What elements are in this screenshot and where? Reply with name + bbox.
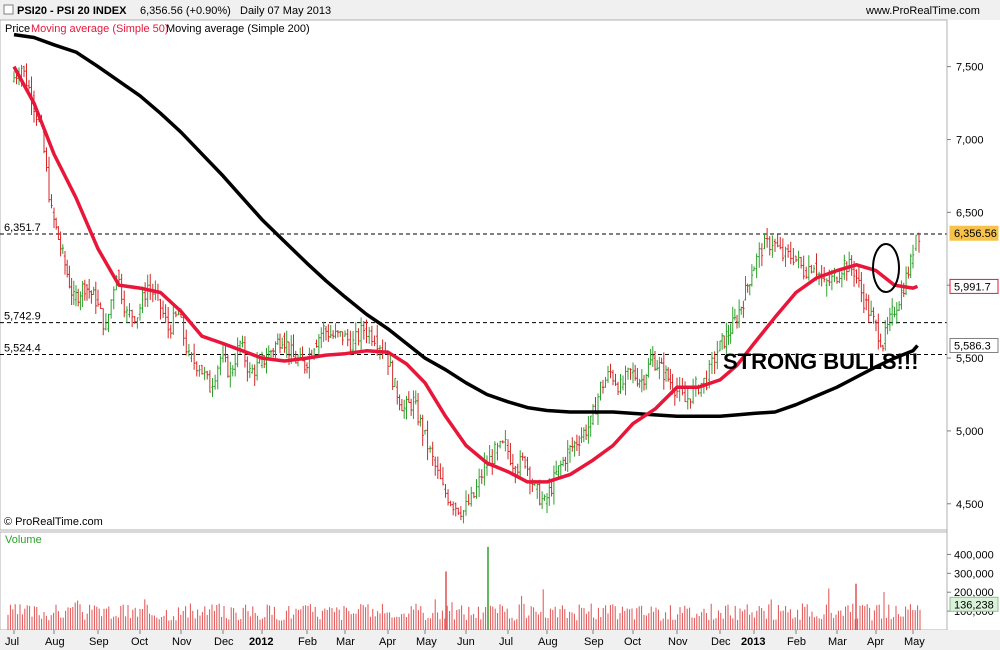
y-tick-label: 7,000 — [956, 134, 984, 146]
x-tick-label: Sep — [89, 636, 109, 648]
x-tick-label: Oct — [624, 636, 641, 648]
x-tick-label: Jun — [457, 636, 475, 648]
x-tick-label: Sep — [584, 636, 604, 648]
y-tick-label: 4,500 — [956, 499, 984, 511]
volume-panel — [0, 531, 948, 631]
header-symbol: PSI20 - PSI 20 INDEX — [17, 5, 127, 17]
x-axis-bar — [0, 630, 1000, 650]
volume-tick-label: 200,000 — [954, 587, 994, 599]
header-site[interactable]: www.ProRealTime.com — [865, 5, 980, 17]
x-tick-label: Nov — [172, 636, 192, 648]
ma50-line — [12, 65, 919, 484]
legend-price: Price — [5, 23, 30, 35]
x-tick-label: Aug — [538, 636, 558, 648]
x-tick-label: May — [904, 636, 925, 648]
x-tick-label: Feb — [298, 636, 317, 648]
x-tick-label: Apr — [379, 636, 396, 648]
hline-label: 6,351.7 — [4, 222, 41, 234]
x-tick-label: Jul — [5, 636, 19, 648]
x-tick-label: Feb — [787, 636, 806, 648]
x-tick-label: Jul — [499, 636, 513, 648]
x-tick-label: 2013 — [741, 636, 765, 648]
x-tick-label: Oct — [131, 636, 148, 648]
x-tick-label: Nov — [668, 636, 688, 648]
volume-last-label: 136,238 — [954, 599, 994, 611]
x-tick-label: Mar — [828, 636, 847, 648]
x-tick-label: Dec — [711, 636, 731, 648]
x-tick-label: 2012 — [249, 636, 273, 648]
y-tick-label: 5,000 — [956, 426, 984, 438]
ma200-tag — [949, 337, 999, 353]
x-tick-label: Aug — [45, 636, 65, 648]
x-tick-label: Mar — [336, 636, 355, 648]
price-panel — [0, 19, 948, 531]
volume-tick-label: 400,000 — [954, 549, 994, 561]
last-price-tag — [949, 225, 999, 241]
volume-last-tag — [949, 596, 999, 612]
ma200-tag-label: 5,586.3 — [954, 340, 991, 352]
annotation-text: STRONG BULLS!!! — [723, 349, 919, 374]
x-tick-label: Dec — [214, 636, 234, 648]
y-tick-label: 6,500 — [956, 207, 984, 219]
checkbox-icon[interactable] — [3, 4, 14, 15]
header-last-change: 6,356.56 (+0.90%) — [140, 5, 231, 17]
volume-label: Volume — [5, 534, 42, 546]
y-tick-label: 5,500 — [956, 353, 984, 365]
x-tick-label: Apr — [867, 636, 884, 648]
ma50-tag-label: 5,991.7 — [954, 281, 991, 293]
legend-ma200: Moving average (Simple 200) — [166, 23, 310, 35]
header-period-date: Daily 07 May 2013 — [240, 5, 331, 17]
hline-label: 5,524.4 — [4, 343, 41, 355]
header-bar — [0, 0, 1000, 20]
last-price-tag-label: 6,356.56 — [954, 228, 997, 240]
legend-ma50: Moving average (Simple 50) — [31, 23, 169, 35]
ma50-tag — [949, 278, 999, 294]
ma200-line — [13, 32, 919, 419]
hline-label: 5,742.9 — [4, 311, 41, 323]
copyright: © ProRealTime.com — [4, 516, 103, 528]
x-tick-label: May — [416, 636, 437, 648]
volume-tick-label: 300,000 — [954, 568, 994, 580]
y-tick-label: 7,500 — [956, 62, 984, 74]
highlight-ellipse — [872, 243, 900, 293]
